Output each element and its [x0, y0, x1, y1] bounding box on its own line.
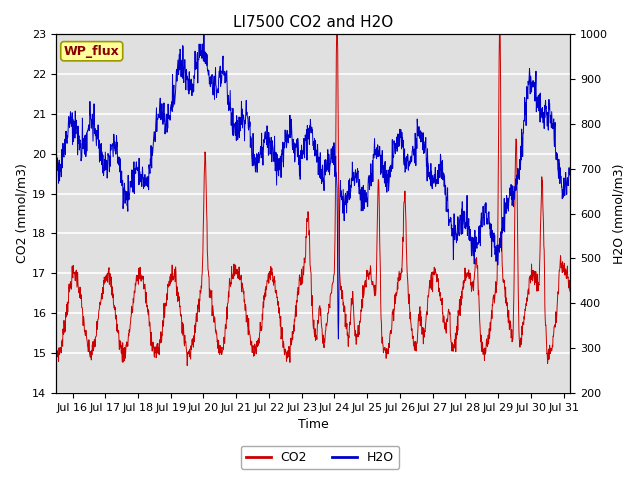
CO2	[415, 312, 423, 318]
H2O	[81, 133, 89, 139]
Text: WP_flux: WP_flux	[64, 45, 120, 58]
CO2	[534, 288, 542, 293]
Line: CO2: CO2	[56, 34, 570, 366]
Legend: CO2, H2O: CO2, H2O	[241, 446, 399, 469]
H2O	[415, 126, 423, 132]
H2O	[317, 176, 324, 181]
H2O	[335, 336, 342, 342]
CO2	[183, 363, 191, 369]
Y-axis label: H2O (mmol/m3): H2O (mmol/m3)	[612, 163, 625, 264]
H2O	[534, 93, 542, 98]
X-axis label: Time: Time	[298, 419, 328, 432]
CO2	[172, 264, 179, 270]
CO2	[317, 306, 324, 312]
H2O	[566, 173, 574, 179]
H2O	[200, 31, 208, 37]
CO2	[333, 31, 340, 37]
CO2	[52, 339, 60, 345]
CO2	[81, 327, 89, 333]
H2O	[437, 154, 445, 159]
H2O	[172, 88, 179, 94]
CO2	[566, 288, 574, 294]
Title: LI7500 CO2 and H2O: LI7500 CO2 and H2O	[233, 15, 393, 30]
CO2	[437, 298, 445, 303]
H2O	[52, 167, 60, 173]
Line: H2O: H2O	[56, 34, 570, 339]
Y-axis label: CO2 (mmol/m3): CO2 (mmol/m3)	[15, 164, 28, 264]
